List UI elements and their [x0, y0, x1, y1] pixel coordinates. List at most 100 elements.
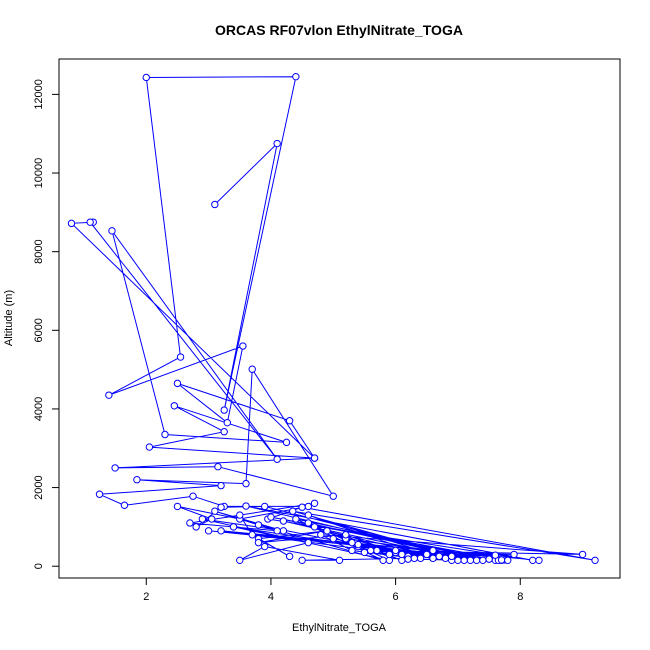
data-point	[173, 502, 182, 511]
data-point	[239, 342, 247, 350]
data-point	[236, 556, 244, 565]
data-point	[454, 556, 462, 565]
data-point	[366, 546, 375, 555]
data-point	[348, 546, 356, 555]
data-point	[273, 455, 281, 463]
data-point	[510, 550, 518, 559]
data-point	[398, 550, 406, 559]
data-point	[348, 538, 356, 547]
data-point	[504, 556, 512, 565]
x-axis: 2 4 6 8	[143, 577, 523, 603]
data-point	[460, 556, 468, 565]
data-point	[317, 531, 325, 539]
x-axis-label: EthylNitrate_TOGA	[292, 622, 387, 634]
data-point	[214, 463, 222, 471]
data-point	[217, 527, 225, 535]
data-point	[479, 556, 487, 565]
x-tick-label: 8	[517, 591, 523, 603]
data-point	[441, 554, 450, 563]
data-point	[189, 492, 197, 500]
data-point	[198, 515, 207, 523]
data-point	[298, 556, 306, 565]
data-point	[497, 556, 506, 564]
data-point	[410, 554, 418, 563]
data-point	[335, 556, 344, 565]
data-point	[285, 552, 294, 561]
data-point	[236, 511, 244, 519]
y-tick-label: 4000	[33, 397, 45, 421]
data-point	[310, 523, 319, 531]
data-point	[67, 219, 76, 228]
data-point	[404, 555, 412, 563]
data-point	[211, 200, 219, 209]
data-point	[173, 379, 182, 388]
data-point	[208, 515, 216, 523]
data-point	[111, 464, 119, 472]
data-point	[329, 534, 337, 543]
data-point	[360, 548, 369, 557]
data-point	[204, 527, 213, 535]
data-point	[385, 550, 394, 559]
x-tick-label: 2	[143, 591, 149, 603]
data-point	[108, 227, 116, 235]
data-point	[261, 542, 269, 551]
data-point	[285, 417, 294, 425]
data-point	[186, 519, 194, 527]
data-point	[267, 513, 275, 521]
data-point	[292, 515, 300, 523]
y-axis: 0 2000 4000 6000 8000 10000 12000	[33, 79, 60, 569]
data-point	[416, 554, 425, 563]
data-point	[379, 556, 387, 565]
chart-title: ORCAS RF07vlon EthylNitrate_TOGA	[215, 22, 463, 38]
data-point	[176, 353, 185, 361]
data-point	[279, 527, 288, 535]
data-point	[529, 556, 537, 565]
data-point	[429, 546, 437, 555]
y-tick-label: 0	[33, 563, 45, 569]
data-point	[217, 503, 225, 511]
data-point	[105, 391, 113, 399]
data-point	[254, 521, 263, 529]
data-point	[120, 501, 129, 509]
data-point	[273, 139, 281, 148]
x-tick-label: 6	[393, 591, 399, 603]
data-point	[354, 540, 362, 549]
y-tick-label: 8000	[33, 239, 45, 263]
data-point	[145, 443, 154, 451]
data-point	[95, 490, 104, 498]
data-point	[578, 550, 587, 559]
data-point	[342, 531, 350, 539]
data-point	[223, 418, 232, 427]
data-point	[429, 554, 437, 563]
data-point	[304, 511, 313, 519]
data-point	[161, 430, 169, 439]
data-point	[229, 523, 238, 531]
data-point	[472, 556, 481, 565]
series-lines	[70, 76, 596, 561]
data-point	[220, 428, 228, 436]
y-tick-label: 2000	[33, 475, 45, 499]
data-point	[292, 72, 300, 81]
data-point	[435, 552, 443, 561]
data-point	[466, 556, 475, 565]
data-point	[310, 454, 319, 462]
data-point	[211, 507, 219, 515]
data-point	[304, 502, 313, 511]
data-point	[304, 519, 313, 527]
y-tick-label: 6000	[33, 318, 45, 342]
data-point	[279, 517, 288, 525]
data-point	[242, 502, 250, 510]
data-point	[248, 365, 256, 373]
data-point	[133, 476, 141, 484]
y-tick-label: 12000	[33, 79, 45, 110]
data-point	[142, 73, 150, 82]
x-tick-label: 4	[268, 591, 274, 603]
data-point	[423, 550, 431, 559]
data-point	[282, 438, 291, 447]
data-point	[261, 502, 269, 511]
data-point	[491, 551, 500, 559]
series-points	[67, 72, 599, 565]
series-line	[70, 76, 596, 561]
data-point	[298, 503, 306, 511]
